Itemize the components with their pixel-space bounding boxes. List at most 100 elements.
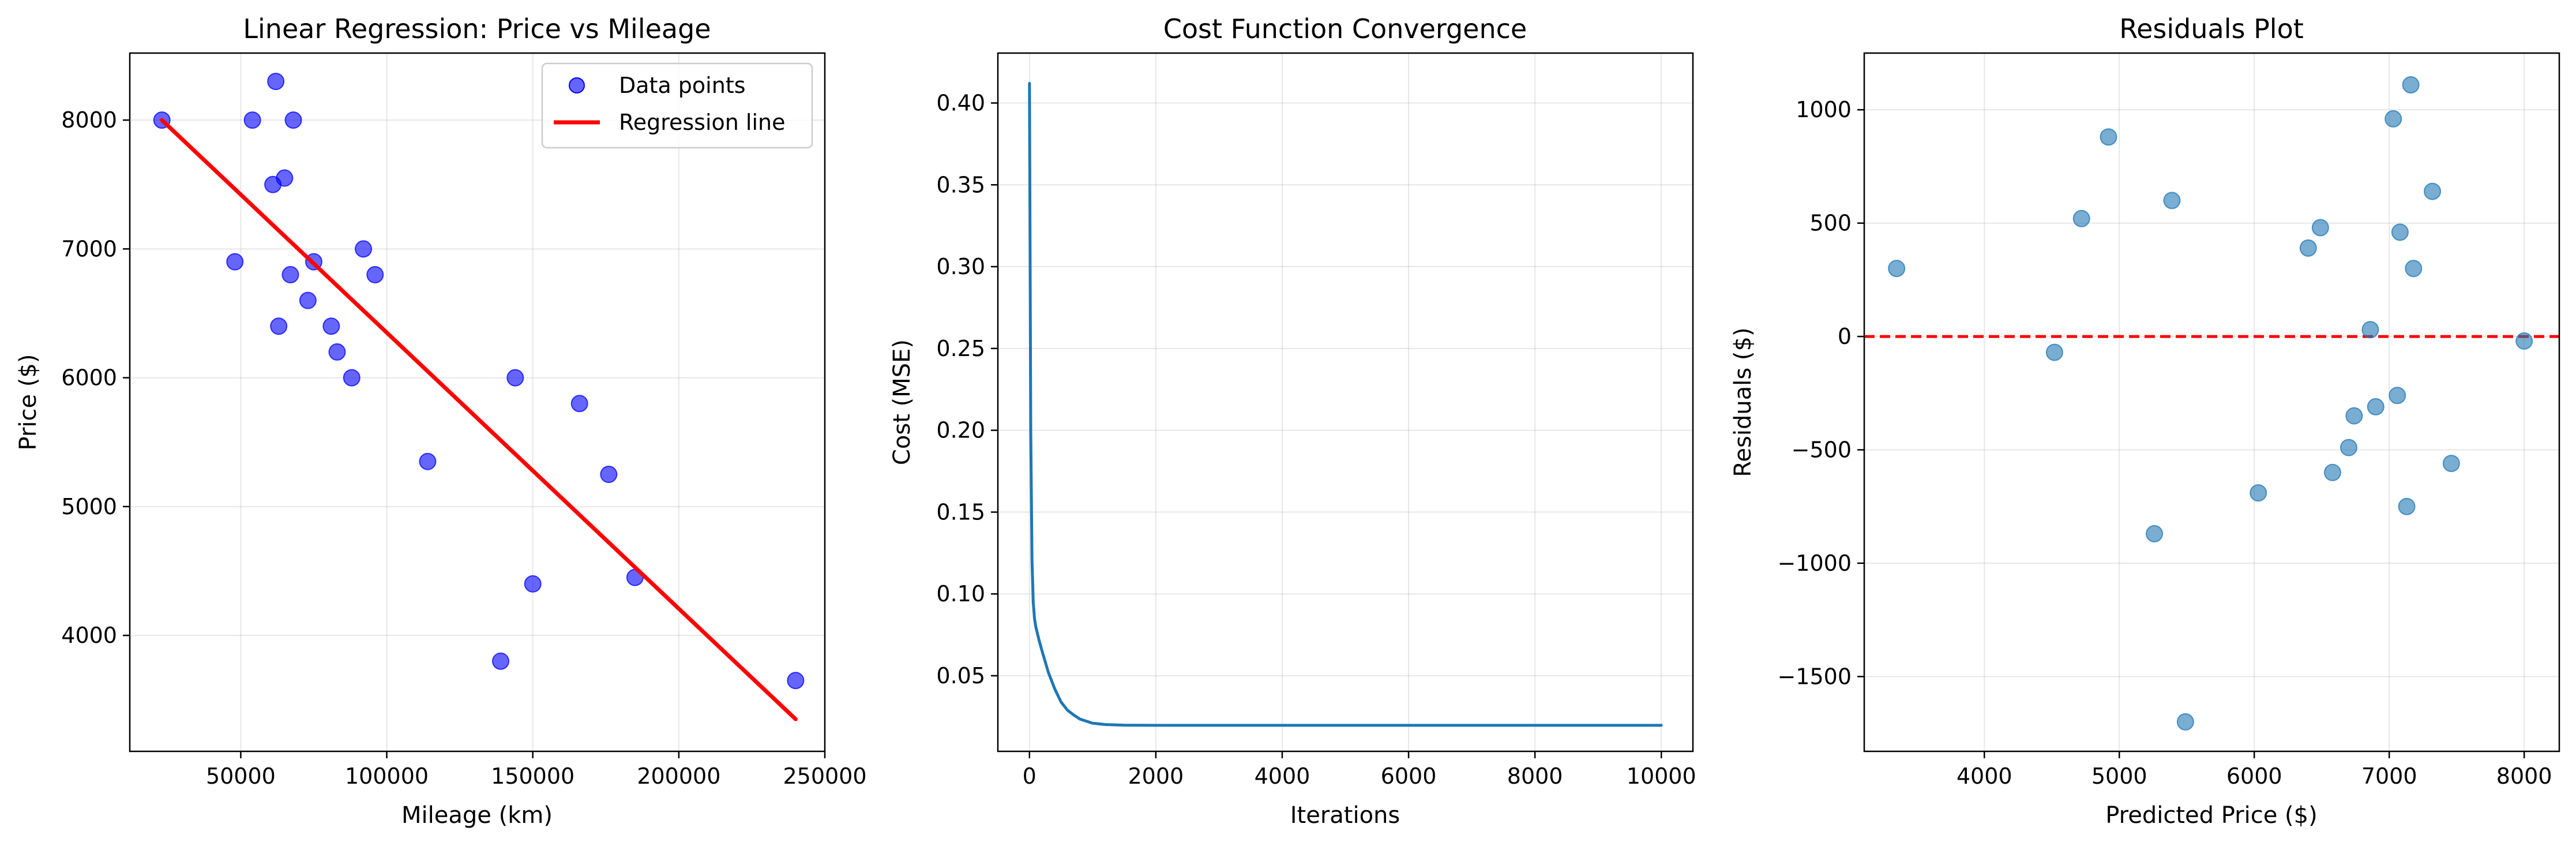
residuals-data-point [2100,128,2117,146]
cost-y-axis-label: Cost (MSE) [889,339,915,465]
regression-data-point [276,169,294,187]
regression-ticks: 50000 100000 150000 200000 250000 4000 5000 600… [61,107,866,789]
legend-data-points-marker [569,77,585,93]
residuals-data-point [2250,484,2267,502]
cost-x-tick-label: 8000 [1507,763,1563,789]
regression-data-point [355,240,373,258]
cost-y-tick-label: 0.40 [936,90,985,115]
regression-data-point [570,395,588,413]
residuals-data-point [2398,497,2416,515]
residuals-data-point [2424,182,2442,200]
cost-axes-frame [997,52,1694,753]
regression-data-point [600,466,618,484]
regression-data-point [492,652,510,670]
regression-x-axis-label: Mileage (km) [401,802,553,829]
regression-data-point [270,317,288,335]
residuals-data-point [2361,321,2379,339]
cost-x-axis-label: Iterations [1290,802,1400,829]
legend-data-points-label: Data points [619,73,746,98]
regression-data-point [366,265,384,283]
legend-regression-line-label: Regression line [619,110,786,135]
residuals-data-point [2340,439,2357,456]
cost-ticks: 0 2000 4000 6000 8000 10000 0.05 0.10 0.15 0.20 0.… [936,90,1696,789]
residuals-data-point [2367,398,2385,415]
regression-data-point [299,291,317,309]
residuals-y-axis-label: Residuals ($) [1730,327,1756,477]
residuals-data-point [2146,525,2164,542]
residuals-x-tick-label: 6000 [2226,763,2282,789]
cost-plot-background [998,53,1693,751]
residuals-x-tick-label: 4000 [1957,763,2012,789]
residuals-data-point [2391,223,2409,241]
regression-panel: 50000 100000 150000 200000 250000 4000 5000 600… [15,13,867,829]
residuals-data-point [2389,387,2406,405]
residuals-x-tick-label: 5000 [2091,763,2147,789]
residuals-x-axis-label: Predicted Price ($) [2105,802,2317,829]
cost-data-layer [1028,82,1663,727]
residuals-plot-background [1864,53,2559,751]
regression-data-point [243,111,261,129]
residuals-data-point [2045,343,2063,361]
residuals-y-tick-label: −500 [1792,437,1852,463]
regression-data-point [267,73,285,91]
regression-y-tick-label: 8000 [61,107,117,133]
residuals-x-tick-label: 8000 [2496,763,2552,789]
residuals-data-point [2311,219,2329,237]
cost-panel: 0 2000 4000 6000 8000 10000 0.05 0.10 0.15 0.20 0.… [889,13,1696,829]
regression-regression-line [160,118,798,721]
regression-y-tick-label: 5000 [61,494,117,519]
regression-y-tick-label: 7000 [61,236,117,261]
cost-cost-curve [1028,82,1663,727]
residuals-x-tick-label: 7000 [2361,763,2417,789]
residuals-data-point [2515,332,2533,350]
regression-data-point [328,343,346,361]
residuals-y-tick-label: 1000 [1796,97,1852,122]
cost-title: Cost Function Convergence [1163,13,1527,44]
cost-y-tick-label: 0.30 [936,254,985,279]
residuals-data-point [2345,407,2363,425]
regression-data-point [284,111,302,129]
cost-x-tick-label: 10000 [1627,763,1696,789]
regression-x-tick-label: 50000 [206,763,276,789]
residuals-data-point [2402,76,2420,93]
legend-frame [541,62,813,149]
regression-data-point [322,317,340,335]
residuals-data-point [2299,239,2317,257]
regression-y-tick-label: 4000 [61,623,117,648]
regression-y-axis-label: Price ($) [15,354,42,451]
cost-y-tick-label: 0.35 [936,172,985,197]
cost-x-tick-label: 4000 [1255,763,1310,789]
cost-y-tick-label: 0.25 [936,336,985,361]
residuals-y-tick-label: −1500 [1777,664,1852,689]
regression-x-tick-label: 200000 [637,763,720,789]
regression-x-tick-label: 150000 [491,763,574,789]
regression-data-point [524,575,542,593]
regression-title: Linear Regression: Price vs Mileage [243,13,711,44]
regression-data-point [343,369,361,387]
cost-x-tick-label: 6000 [1381,763,1437,789]
residuals-ticks: 4000 5000 6000 7000 8000 −1500 −1000 −500 0 500 10… [1777,97,2552,789]
residuals-data-layer [1864,76,2559,731]
residuals-data-point [2442,455,2460,473]
residuals-data-point [2385,110,2402,128]
cost-y-tick-label: 0.05 [936,663,985,688]
residuals-panel: 4000 5000 6000 7000 8000 −1500 −1000 −500 0 500 10… [1730,13,2560,829]
regression-data-point [419,452,437,470]
cost-y-tick-label: 0.10 [936,581,985,607]
residuals-data-point [2163,192,2181,209]
residuals-data-point [2072,209,2090,227]
residuals-y-tick-label: 500 [1809,211,1852,236]
regression-data-point [226,253,244,271]
regression-legend: Data points Regression line [541,62,813,149]
residuals-data-point [1888,260,1906,278]
residuals-axes-frame [1863,52,2560,753]
regression-data-point [787,672,805,690]
residuals-data-point [2176,713,2194,731]
cost-y-tick-label: 0.15 [936,499,985,525]
residuals-data-point [2323,463,2341,481]
residuals-y-tick-label: −1000 [1777,551,1852,576]
regression-data-point [506,369,524,387]
residuals-grid [1864,53,2559,751]
cost-y-tick-label: 0.20 [936,418,985,443]
